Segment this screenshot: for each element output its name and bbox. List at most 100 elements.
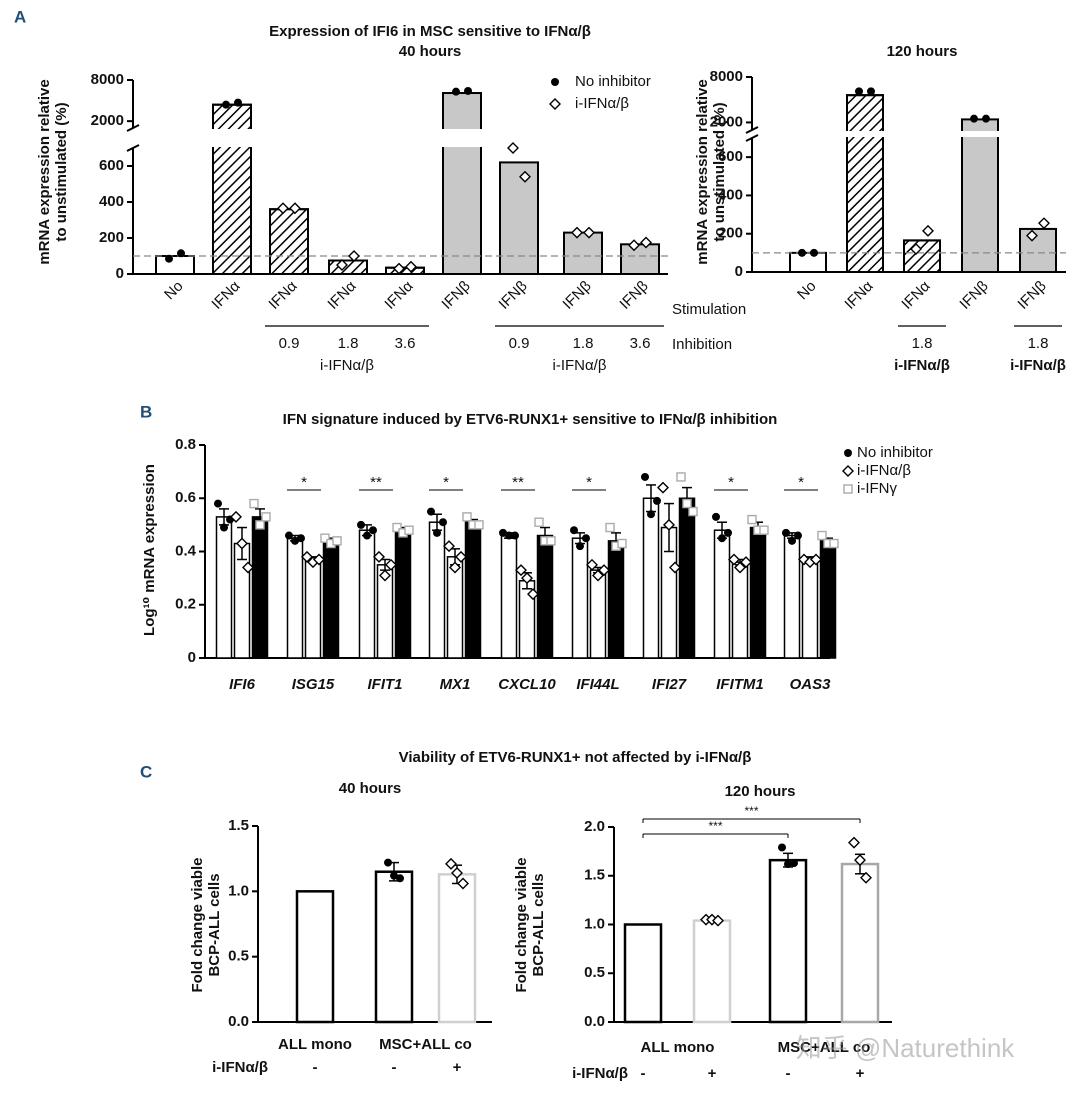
data-point [669, 561, 681, 574]
data-point [519, 170, 531, 183]
y-axis-label: mRNA expression relative [694, 79, 711, 264]
data-point [261, 512, 271, 522]
data-point [230, 510, 242, 523]
x-tick-label: ALL mono [641, 1039, 715, 1056]
bar-hatch [846, 94, 884, 273]
data-point [285, 531, 293, 540]
bar [374, 870, 414, 1024]
data-point [663, 518, 675, 531]
data-point [570, 526, 578, 535]
group-label: i-IFNα/β [320, 357, 374, 374]
x-tick-label: CXCL10 [498, 676, 556, 693]
bar [437, 873, 477, 1024]
significance-label: ** [512, 474, 524, 491]
data-point [759, 525, 769, 535]
bar [295, 890, 335, 1024]
data-point [521, 572, 533, 585]
data-point [682, 498, 692, 509]
y-tick-label: 1.0 [228, 882, 249, 899]
y-tick-label: 2000 [91, 112, 124, 129]
data-point [277, 202, 289, 215]
bar [233, 542, 251, 659]
legend-marker [551, 78, 559, 86]
data-point [653, 496, 661, 505]
x-tick-label: IFI44L [576, 676, 619, 693]
axis-break [745, 134, 759, 142]
inhibitor-sign: + [453, 1059, 462, 1076]
data-point [728, 553, 740, 566]
legend-label: i-IFNα/β [857, 462, 911, 479]
panel-label: B [140, 402, 152, 421]
data-point [427, 507, 435, 516]
data-point [712, 914, 724, 927]
y-tick-label: 200 [99, 229, 124, 246]
bar [801, 558, 819, 659]
y-tick-label: 0.4 [175, 542, 197, 559]
data-point [515, 564, 527, 577]
bar [428, 521, 446, 659]
axis-break [745, 126, 759, 134]
data-point [433, 528, 441, 537]
data-point [474, 520, 484, 530]
y-tick-label: 0.5 [584, 964, 605, 981]
data-point [405, 260, 417, 273]
y-axis-label: to unstimulated (%) [53, 102, 70, 241]
data-point [688, 506, 698, 517]
bar [563, 231, 603, 276]
y-tick-label: 0 [188, 649, 196, 666]
data-point [740, 556, 752, 569]
significance-label: *** [744, 804, 758, 818]
bar [819, 540, 837, 659]
y-axis-label: Fold change viable [189, 857, 206, 992]
bar [500, 534, 518, 659]
bar [749, 526, 767, 659]
bar [155, 255, 195, 275]
group-label: i-IFNα/β [553, 357, 607, 374]
y-axis-label: BCP-ALL cells [530, 873, 547, 976]
x-tick-label: IFI6 [229, 676, 255, 693]
bar [692, 919, 732, 1024]
bar [286, 537, 304, 659]
y-axis-label: mRNA expression relative [36, 79, 53, 264]
data-point [734, 561, 746, 574]
axis-break [126, 144, 140, 152]
bar [536, 534, 554, 659]
data-point [718, 534, 726, 543]
axis-break-gap [845, 131, 885, 137]
significance-label: * [301, 474, 307, 491]
data-point [641, 472, 649, 481]
significance-label: * [443, 474, 449, 491]
data-point [778, 843, 786, 852]
legend-label: i-IFNγ [857, 480, 897, 497]
data-point [628, 239, 640, 252]
data-point [499, 528, 507, 537]
significance-label: * [586, 474, 592, 491]
inhibitor-sign: + [708, 1065, 717, 1082]
data-point [794, 531, 802, 540]
legend-label: No inhibitor [857, 444, 933, 461]
bar [1019, 227, 1057, 274]
data-point [396, 874, 404, 883]
data-point [598, 564, 610, 577]
chart-subtitle: 120 hours [887, 43, 958, 60]
bar [589, 569, 607, 659]
data-point [867, 87, 875, 96]
chart-title: Viability of ETV6-RUNX1+ not affected by… [399, 749, 752, 766]
panel-label: C [140, 762, 152, 781]
data-point [854, 854, 866, 867]
dose-label: 0.9 [509, 335, 530, 352]
data-point [320, 533, 330, 543]
x-tick-label: ALL mono [278, 1036, 352, 1053]
x-tick-label: OAS3 [790, 676, 832, 693]
y-axis-label: BCP-ALL cells [206, 873, 223, 976]
bar [215, 516, 233, 659]
data-point [348, 250, 360, 262]
data-point [369, 526, 377, 535]
y-tick-label: 200 [718, 225, 743, 242]
data-point [810, 248, 818, 257]
data-point [214, 499, 222, 508]
legend-marker [843, 484, 853, 494]
y-axis-label: Log¹⁰ mRNA expression [141, 464, 158, 636]
x-tick-label: IFI27 [652, 676, 687, 693]
